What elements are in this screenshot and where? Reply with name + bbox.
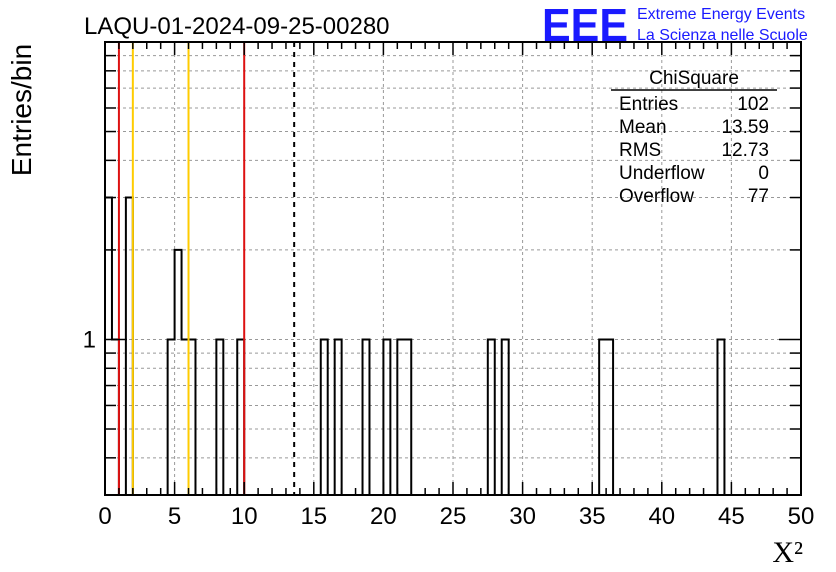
x-tick-label: 5 — [168, 503, 181, 530]
histogram-bar — [717, 339, 724, 495]
stat-value: 77 — [748, 186, 769, 207]
histogram-bar — [321, 339, 328, 495]
x-tick-label: 15 — [300, 503, 327, 530]
histogram-bar — [335, 339, 342, 495]
stat-label: Mean — [619, 117, 667, 138]
stat-value: 12.73 — [721, 140, 769, 161]
grid-lines — [105, 42, 801, 496]
stat-value: 102 — [737, 94, 769, 115]
stats-title: ChiSquare — [649, 68, 739, 89]
logo-line-1: Extreme Energy Events — [637, 6, 805, 23]
x-tick-label: 25 — [440, 503, 467, 530]
logo-line-2: La Scienza nelle Scuole — [637, 27, 808, 44]
histogram-bar — [606, 339, 613, 495]
x-tick-label: 20 — [370, 503, 397, 530]
histogram-bar — [112, 339, 119, 495]
histogram-bar — [182, 339, 189, 495]
histogram-bar — [397, 339, 404, 495]
histogram-bins — [105, 198, 724, 495]
x-tick-label: 10 — [231, 503, 258, 530]
x-tick-label: 30 — [509, 503, 536, 530]
stat-label: Underflow — [619, 163, 705, 184]
histogram-bar — [189, 339, 196, 495]
histogram-bar — [383, 339, 390, 495]
x-axis-ticks: 0 5 10 15 20 25 30 35 40 45 50 — [98, 42, 814, 530]
histogram-bar — [216, 339, 223, 495]
histogram-bar — [237, 339, 244, 495]
reference-lines — [117, 42, 296, 495]
histogram-bar — [126, 198, 133, 495]
run-title: LAQU-01-2024-09-25-00280 — [84, 13, 390, 40]
histogram-bar — [404, 339, 411, 495]
histogram-bar — [363, 339, 370, 495]
stats-rows: Entries 102 Mean 13.59 RMS 12.73 Underflow 0 Ove… — [619, 94, 769, 207]
stats-box: ChiSquare Entries 102 Mean 13.59 RMS 12.73 Und… — [611, 68, 777, 207]
y-axis-label: Entries/bin — [6, 44, 37, 176]
histogram-bar — [168, 339, 175, 495]
x-tick-label: 40 — [648, 503, 675, 530]
x-tick-label: 45 — [718, 503, 745, 530]
histogram-bar — [502, 339, 509, 495]
stat-label: RMS — [619, 140, 661, 161]
histogram-bar — [599, 339, 606, 495]
eee-logo: EEE — [542, 0, 628, 51]
x-tick-label: 35 — [579, 503, 606, 530]
x-axis-label: X² — [772, 536, 803, 569]
stat-value: 0 — [758, 163, 769, 184]
y-tick-label: 1 — [83, 326, 96, 353]
histogram-bar — [105, 198, 112, 495]
y-axis-ticks: 1 — [83, 54, 801, 496]
x-tick-label: 0 — [98, 503, 111, 530]
stat-label: Overflow — [619, 186, 694, 207]
x-tick-label: 50 — [788, 503, 815, 530]
stat-label: Entries — [619, 94, 678, 115]
histogram-bar — [488, 339, 495, 495]
stat-value: 13.59 — [721, 117, 769, 138]
